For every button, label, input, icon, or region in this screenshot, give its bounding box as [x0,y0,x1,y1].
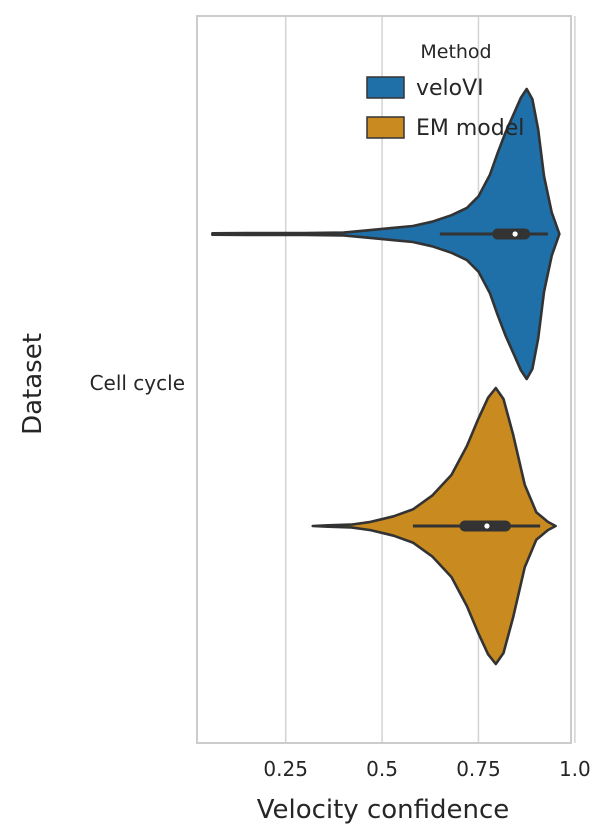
violin-layer [211,87,561,666]
x-tick-label: 0.25 [263,757,308,781]
axes-frame [196,15,572,744]
x-axis-title: Velocity confidence [257,795,510,825]
legend-label-em-model: EM model [416,116,524,141]
tick-layer: 0.25 0.5 0.75 1.0 [263,757,590,781]
legend-swatch-velovi [366,76,405,99]
median-marker-velovi [512,231,518,237]
x-tick-label: 0.75 [456,757,501,781]
legend-swatch-em-model [366,116,405,139]
median-marker-em-model [484,523,490,529]
x-tick-label: 0.5 [366,757,398,781]
legend-title: Method [420,41,491,63]
x-tick-label: 1.0 [559,757,591,781]
y-axis-title: Dataset [18,333,48,435]
violin-velovi [211,87,561,381]
legend: Method veloVI EM model [366,41,524,141]
y-category-label: Cell cycle [90,371,185,395]
legend-label-velovi: veloVI [416,76,484,101]
